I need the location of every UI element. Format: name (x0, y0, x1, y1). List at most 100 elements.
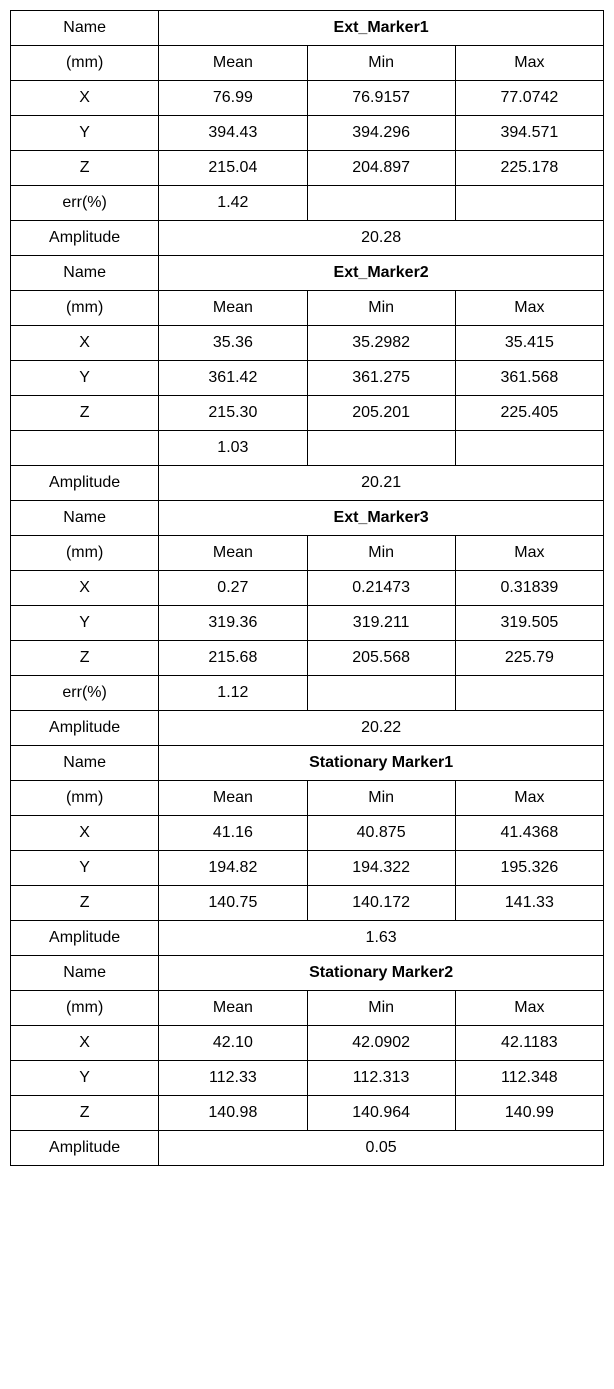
cell-empty (307, 186, 455, 221)
label-z: Z (11, 1096, 159, 1131)
label-mm: (mm) (11, 291, 159, 326)
cell-empty (307, 676, 455, 711)
table-row: Y 361.42 361.275 361.568 (11, 361, 604, 396)
table-row: Name Ext_Marker2 (11, 256, 604, 291)
cell: 112.313 (307, 1061, 455, 1096)
table-row: Name Stationary Marker2 (11, 956, 604, 991)
label-amplitude: Amplitude (11, 921, 159, 956)
col-max: Max (455, 536, 603, 571)
cell: 215.30 (159, 396, 307, 431)
cell: 215.68 (159, 641, 307, 676)
cell: 140.75 (159, 886, 307, 921)
marker-table: Name Ext_Marker1 (mm) Mean Min Max X 76.… (10, 10, 604, 1166)
cell: 41.4368 (455, 816, 603, 851)
table-row: (mm) Mean Min Max (11, 46, 604, 81)
cell: 76.99 (159, 81, 307, 116)
section-title: Ext_Marker2 (159, 256, 604, 291)
table-row: Amplitude 1.63 (11, 921, 604, 956)
cell: 20.28 (159, 221, 604, 256)
label-err: err(%) (11, 676, 159, 711)
table-row: X 35.36 35.2982 35.415 (11, 326, 604, 361)
table-row: Amplitude 20.22 (11, 711, 604, 746)
cell: 112.33 (159, 1061, 307, 1096)
cell: 1.63 (159, 921, 604, 956)
cell: 225.405 (455, 396, 603, 431)
label-x: X (11, 1026, 159, 1061)
col-min: Min (307, 291, 455, 326)
cell: 1.12 (159, 676, 307, 711)
table-row: Z 215.04 204.897 225.178 (11, 151, 604, 186)
label-name: Name (11, 11, 159, 46)
label-amplitude: Amplitude (11, 221, 159, 256)
cell: 0.21473 (307, 571, 455, 606)
cell: 225.178 (455, 151, 603, 186)
label-mm: (mm) (11, 46, 159, 81)
table-row: X 0.27 0.21473 0.31839 (11, 571, 604, 606)
cell: 205.568 (307, 641, 455, 676)
table-row: Amplitude 0.05 (11, 1131, 604, 1166)
table-row: (mm) Mean Min Max (11, 536, 604, 571)
cell: 225.79 (455, 641, 603, 676)
cell: 35.36 (159, 326, 307, 361)
label-y: Y (11, 606, 159, 641)
cell: 215.04 (159, 151, 307, 186)
col-mean: Mean (159, 46, 307, 81)
label-mm: (mm) (11, 991, 159, 1026)
label-z: Z (11, 396, 159, 431)
table-row: (mm) Mean Min Max (11, 781, 604, 816)
cell: 1.03 (159, 431, 307, 466)
label-name: Name (11, 746, 159, 781)
cell: 195.326 (455, 851, 603, 886)
cell: 140.98 (159, 1096, 307, 1131)
cell: 140.172 (307, 886, 455, 921)
label-amplitude: Amplitude (11, 466, 159, 501)
col-max: Max (455, 46, 603, 81)
cell: 35.2982 (307, 326, 455, 361)
cell: 319.505 (455, 606, 603, 641)
table-row: Name Ext_Marker1 (11, 11, 604, 46)
cell: 0.31839 (455, 571, 603, 606)
cell: 20.21 (159, 466, 604, 501)
table-row: Y 319.36 319.211 319.505 (11, 606, 604, 641)
label-z: Z (11, 151, 159, 186)
cell-empty (455, 676, 603, 711)
table-row: X 41.16 40.875 41.4368 (11, 816, 604, 851)
label-err (11, 431, 159, 466)
label-x: X (11, 326, 159, 361)
cell: 394.43 (159, 116, 307, 151)
cell: 40.875 (307, 816, 455, 851)
section-title: Stationary Marker1 (159, 746, 604, 781)
label-err: err(%) (11, 186, 159, 221)
table-row: Y 194.82 194.322 195.326 (11, 851, 604, 886)
label-y: Y (11, 851, 159, 886)
cell: 76.9157 (307, 81, 455, 116)
table-row: Amplitude 20.28 (11, 221, 604, 256)
col-min: Min (307, 781, 455, 816)
col-max: Max (455, 991, 603, 1026)
label-mm: (mm) (11, 536, 159, 571)
cell: 194.82 (159, 851, 307, 886)
table-row: Amplitude 20.21 (11, 466, 604, 501)
table-row: err(%) 1.12 (11, 676, 604, 711)
col-min: Min (307, 46, 455, 81)
cell: 42.10 (159, 1026, 307, 1061)
section-title: Stationary Marker2 (159, 956, 604, 991)
label-y: Y (11, 1061, 159, 1096)
label-name: Name (11, 501, 159, 536)
table-row: Name Ext_Marker3 (11, 501, 604, 536)
cell: 204.897 (307, 151, 455, 186)
table-row: (mm) Mean Min Max (11, 991, 604, 1026)
table-row: (mm) Mean Min Max (11, 291, 604, 326)
cell: 361.568 (455, 361, 603, 396)
cell: 0.27 (159, 571, 307, 606)
label-x: X (11, 816, 159, 851)
cell: 140.964 (307, 1096, 455, 1131)
cell: 0.05 (159, 1131, 604, 1166)
col-mean: Mean (159, 291, 307, 326)
cell: 20.22 (159, 711, 604, 746)
label-z: Z (11, 641, 159, 676)
table-row: X 42.10 42.0902 42.1183 (11, 1026, 604, 1061)
cell: 77.0742 (455, 81, 603, 116)
table-row: Z 215.30 205.201 225.405 (11, 396, 604, 431)
cell: 42.0902 (307, 1026, 455, 1061)
